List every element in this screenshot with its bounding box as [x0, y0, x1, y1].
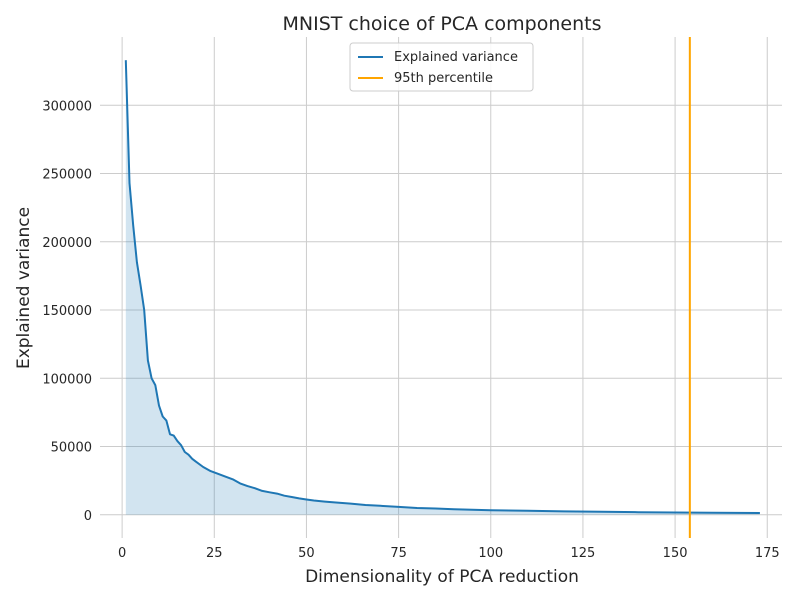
grid [100, 37, 782, 538]
x-axis-ticks: 0 25 50 75 100 125 150 175 [118, 546, 780, 561]
y-tick-label: 200000 [42, 236, 92, 251]
chart-title: MNIST choice of PCA components [283, 13, 602, 35]
x-tick-label: 175 [755, 546, 780, 561]
explained-variance-line [124, 60, 760, 514]
x-tick-label: 25 [206, 546, 223, 561]
plot-area [124, 37, 760, 538]
legend-label-explained-variance: Explained variance [394, 50, 518, 65]
x-tick-label: 75 [390, 546, 407, 561]
legend-frame [349, 42, 534, 92]
x-axis-label: Dimensionality of PCA reduction [305, 567, 579, 587]
x-tick-label: 50 [298, 546, 315, 561]
y-tick-label: 250000 [42, 168, 92, 183]
x-tick-label: 100 [478, 546, 503, 561]
legend-label-95th-percentile: 95th percentile [394, 71, 493, 86]
y-tick-label: 100000 [42, 372, 92, 387]
y-tick-label: 50000 [51, 441, 92, 456]
y-tick-label: 150000 [42, 304, 92, 319]
explained-variance-area [125, 60, 760, 515]
legend: Explained variance 95th percentile [349, 42, 534, 92]
y-tick-label: 300000 [42, 99, 92, 114]
y-axis-ticks: 0 50000 100000 150000 200000 250000 300000 [42, 99, 92, 524]
y-axis-label: Explained variance [14, 207, 34, 369]
x-tick-label: 125 [571, 546, 596, 561]
x-tick-label: 150 [663, 546, 688, 561]
y-tick-label: 0 [84, 509, 92, 524]
x-tick-label: 0 [118, 546, 126, 561]
